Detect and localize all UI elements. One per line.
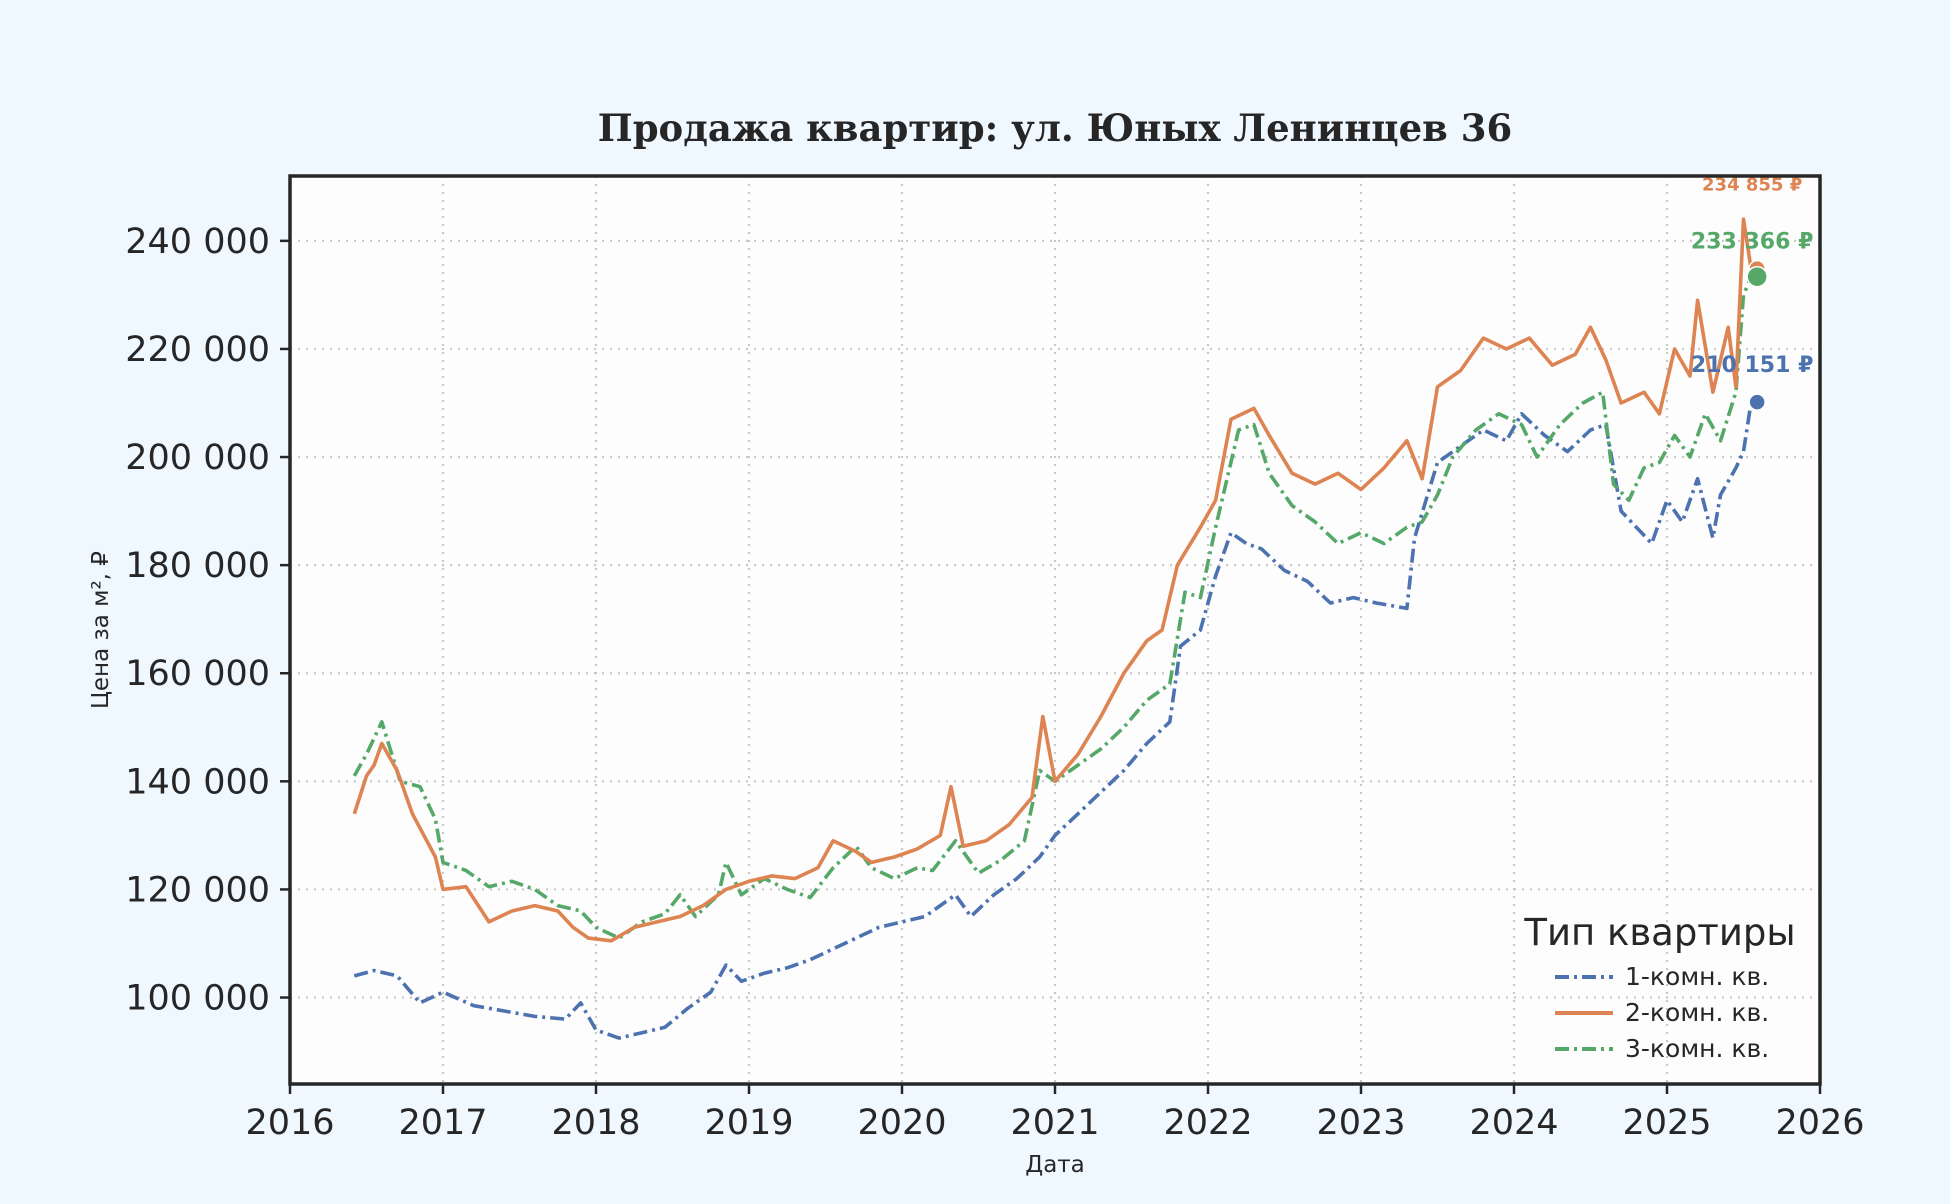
y-tick-label: 240 000 [125,222,270,262]
end-value-label-3: 233 366 ₽ [1691,230,1813,255]
x-tick-label: 2022 [1163,1103,1252,1143]
y-tick-label: 200 000 [125,438,270,478]
x-tick-label: 2020 [857,1103,946,1143]
legend-item-3room: 3-комн. кв. [1555,1034,1769,1063]
y-tick-label: 120 000 [125,870,270,910]
y-tick-label: 220 000 [125,330,270,370]
x-axis-label: Дата [1025,1152,1085,1178]
y-tick-label: 180 000 [125,546,270,586]
end-markers: 210 151 ₽ 234 855 ₽ 233 366 ₽ [1691,175,1813,411]
x-tick-label: 2019 [704,1103,793,1143]
x-tick-label: 2023 [1316,1103,1405,1143]
end-value-label-2: 234 855 ₽ [1702,175,1802,196]
legend-item-1room: 1-комн. кв. [1555,962,1769,991]
legend-label-1room: 1-комн. кв. [1625,962,1769,991]
legend: Тип квартиры 1-комн. кв. 2-комн. кв. 3-к… [1523,911,1795,1063]
end-marker-3 [1746,265,1768,288]
series-line-3 [352,276,1753,940]
x-tick-label: 2016 [245,1103,334,1143]
x-axis-ticks: 2016 2017 2018 2019 2020 2021 2022 2023 2024 2025… [245,1084,1865,1143]
legend-item-2room: 2-комн. кв. [1555,998,1769,1027]
x-tick-label: 2017 [398,1103,487,1143]
end-marker-1 [1748,393,1766,411]
x-tick-label: 2024 [1469,1103,1558,1143]
legend-label-2room: 2-комн. кв. [1625,998,1769,1027]
x-tick-label: 2021 [1010,1103,1099,1143]
x-tick-label: 2026 [1775,1103,1864,1143]
series-line-2 [352,217,1753,943]
series-line-1 [353,401,1753,1040]
y-tick-label: 100 000 [125,979,270,1019]
y-tick-label: 140 000 [125,762,270,802]
y-tick-label: 160 000 [125,654,270,694]
end-value-label-1: 210 151 ₽ [1691,353,1813,378]
y-axis-label: Цена за м², ₽ [88,551,114,709]
x-tick-label: 2018 [551,1103,640,1143]
chart-title: Продажа квартир: ул. Юных Ленинцев 36 [598,106,1513,150]
y-axis-ticks: 100 000 120 000 140 000 160 000 180 000 200 0… [125,222,290,1019]
legend-title: Тип квартиры [1523,911,1795,954]
legend-label-3room: 3-комн. кв. [1625,1034,1769,1063]
series-lines [352,217,1753,1040]
x-tick-label: 2025 [1622,1103,1711,1143]
